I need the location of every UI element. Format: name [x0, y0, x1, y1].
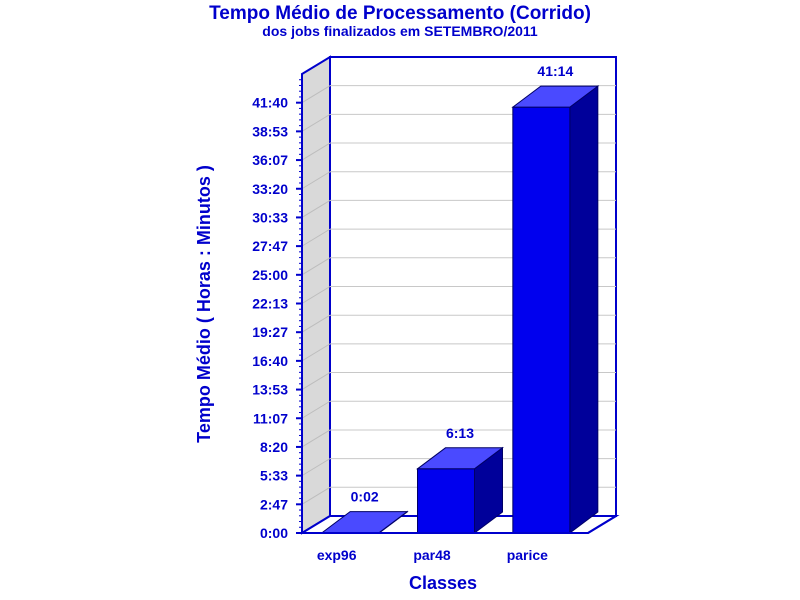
x-tick-label: parice	[507, 547, 548, 563]
bar-parice: 41:14	[511, 63, 600, 534]
gridline-side	[301, 429, 331, 448]
y-tick-label: 19:27	[252, 324, 288, 340]
gridline-side	[301, 286, 331, 304]
bars: 0:02 6:13 41:14	[320, 63, 600, 534]
chart-subtitle: dos jobs finalizados em SETEMBRO/2011	[262, 23, 538, 39]
y-tick-label: 27:47	[252, 238, 288, 254]
gridline-side	[301, 400, 331, 419]
floor-edge	[587, 515, 617, 534]
bar-front	[512, 106, 571, 534]
bar-par48: 6:13	[416, 425, 504, 534]
bar-side	[569, 85, 599, 534]
y-tick-label: 0:00	[260, 525, 288, 541]
y-tick-label: 8:20	[260, 439, 288, 455]
data-label: 6:13	[446, 425, 474, 441]
x-axis-title: Classes	[409, 573, 477, 593]
bar-top	[511, 85, 600, 108]
y-tick-label: 41:40	[252, 95, 288, 111]
data-label: 41:14	[537, 63, 573, 79]
bar-front	[417, 468, 475, 534]
gridline-side	[301, 314, 331, 333]
gridline-side	[301, 372, 331, 390]
data-label: 0:02	[351, 489, 379, 505]
y-tick-label: 2:47	[260, 496, 288, 512]
gridline-side	[301, 458, 331, 477]
y-tick-label: 38:53	[252, 123, 288, 139]
gridline-side	[301, 228, 331, 247]
plot-floor-front	[302, 515, 617, 534]
y-tick-label: 25:00	[252, 267, 288, 283]
bar-top	[416, 447, 504, 470]
y-tick-label: 16:40	[252, 353, 288, 369]
y-tick-label: 11:07	[253, 410, 288, 426]
x-tick-label: par48	[413, 547, 451, 563]
y-axis-title: Tempo Médio ( Horas : Minutos )	[194, 165, 214, 443]
gridline-side	[301, 486, 331, 505]
y-tick-label: 30:33	[252, 209, 288, 225]
y-tick-label: 5:33	[260, 468, 288, 484]
y-tick-label: 33:20	[252, 181, 288, 197]
gridline-side	[301, 343, 331, 362]
gridline-side	[301, 257, 331, 276]
y-axis: 0:00 2:47 5:33 8:20 11:07 13:53 16:40 19:27 22:1…	[252, 74, 303, 541]
y-tick-label: 36:07	[252, 152, 288, 168]
y-tick-label: 22:13	[252, 296, 288, 312]
y-tick-label: 13:53	[252, 382, 288, 398]
gridline-side	[301, 85, 331, 104]
x-axis: exp96 par48 parice	[317, 547, 548, 563]
chart-title: Tempo Médio de Processamento (Corrido)	[209, 3, 591, 24]
x-tick-label: exp96	[317, 547, 357, 563]
gridline-side	[301, 142, 331, 161]
gridline-side	[301, 113, 331, 132]
gridline-side	[301, 200, 331, 218]
gridline-side	[301, 171, 331, 190]
